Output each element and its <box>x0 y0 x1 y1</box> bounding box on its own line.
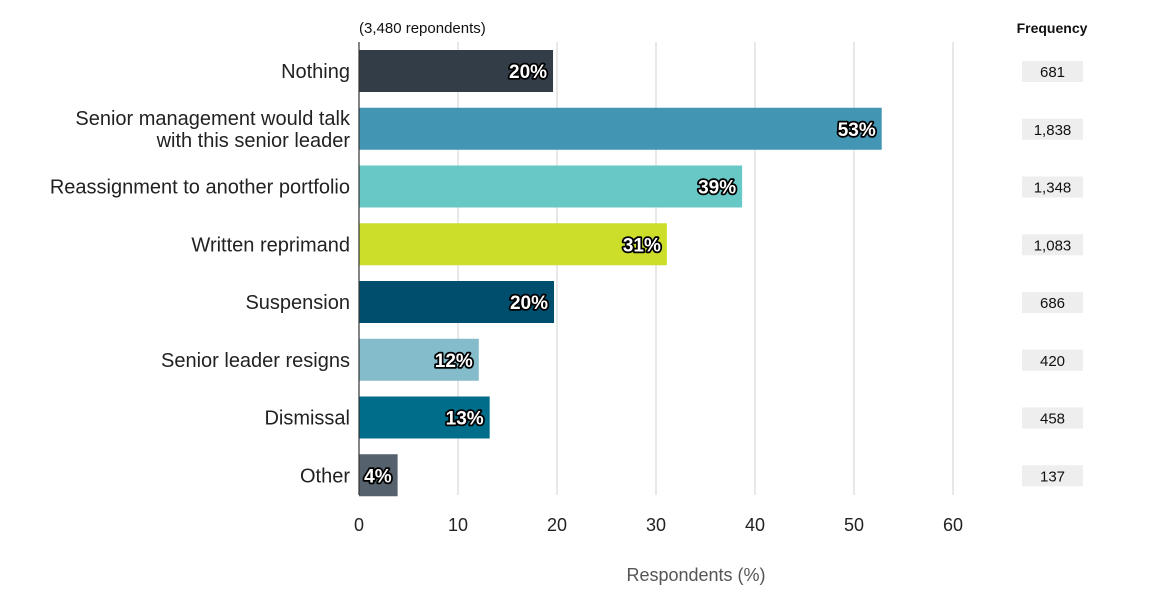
bar-value-label: 31% <box>623 235 661 256</box>
bar-value-label: 39% <box>698 178 736 199</box>
frequency-box <box>1022 292 1083 313</box>
bar-value-label: 4% <box>364 466 392 487</box>
axes: 0 10 20 30 40 50 60 <box>354 42 963 535</box>
x-tick-label: 40 <box>745 515 765 535</box>
chart-subtitle: (3,480 repondents) <box>359 20 486 37</box>
frequency-box <box>1022 61 1083 82</box>
x-tick-label: 60 <box>943 515 963 535</box>
x-axis-label: Respondents (%) <box>626 565 765 585</box>
x-tick-label: 0 <box>354 515 364 535</box>
frequency-value: 420 <box>1040 353 1065 370</box>
category-label: Other <box>300 465 350 487</box>
bar <box>359 396 490 439</box>
bar <box>359 223 667 266</box>
frequency-box <box>1022 234 1083 256</box>
frequency-box <box>1022 465 1083 487</box>
frequency-value: 458 <box>1040 411 1065 428</box>
bar <box>359 50 554 92</box>
bar <box>359 165 743 208</box>
x-tick-label: 50 <box>844 515 864 535</box>
category-label: Senior management would talk with this se… <box>75 108 351 152</box>
frequency-value: 681 <box>1040 64 1065 81</box>
bar <box>359 338 479 381</box>
bar-value-label: 20% <box>509 62 547 83</box>
category-labels: Nothing Senior management would talk with … <box>50 61 351 487</box>
bar-value-label: 53% <box>838 120 876 141</box>
bar <box>359 107 882 150</box>
frequency-value: 1,348 <box>1034 180 1072 197</box>
x-tick-label: 20 <box>547 515 567 535</box>
x-tick-label: 30 <box>646 515 666 535</box>
category-label: Nothing <box>281 61 350 83</box>
bar-value-label: 20% <box>510 293 548 314</box>
frequency-value: 1,083 <box>1034 237 1072 254</box>
category-label: Suspension <box>245 292 350 314</box>
frequency-box <box>1022 349 1083 371</box>
x-tick-label: 10 <box>448 515 468 535</box>
category-label: Written reprimand <box>191 234 350 256</box>
category-label: Reassignment to another portfolio <box>50 177 350 199</box>
frequency-value: 137 <box>1040 468 1065 485</box>
frequency-box <box>1022 407 1083 429</box>
bar-value-label: 12% <box>435 351 473 372</box>
bars: 20% 53% 39% 31% 20% 12% 13% 4% <box>359 50 882 497</box>
frequency-value: 686 <box>1040 295 1065 312</box>
bar-value-label: 13% <box>446 409 484 430</box>
frequency-box <box>1022 118 1083 140</box>
bar <box>359 281 555 323</box>
bar <box>359 454 398 497</box>
frequency-box <box>1022 176 1083 198</box>
category-label: Dismissal <box>264 408 350 430</box>
frequency-header: Frequency <box>1017 20 1088 36</box>
frequency-value: 1,838 <box>1034 122 1072 139</box>
frequency-column: 681 1,838 1,348 1,083 686 420 458 137 <box>1022 61 1083 487</box>
category-label: Senior leader resigns <box>161 350 350 372</box>
